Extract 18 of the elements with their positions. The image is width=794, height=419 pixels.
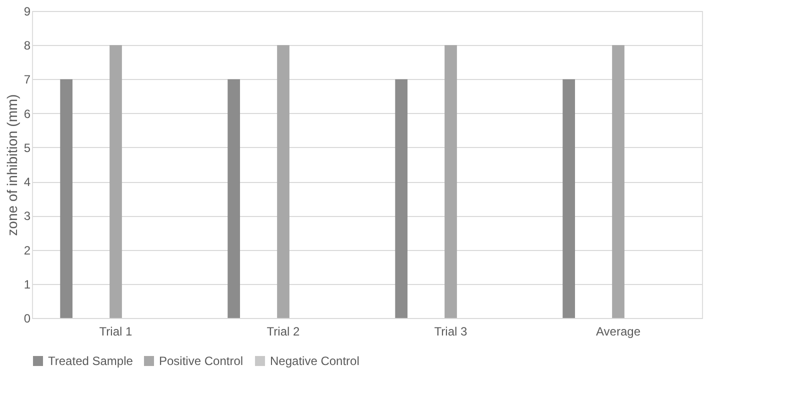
- legend-label: Treated Sample: [48, 354, 134, 368]
- legend-label: Positive Control: [159, 354, 244, 368]
- y-tick-label: 9: [24, 4, 31, 18]
- y-tick-label: 4: [24, 175, 31, 190]
- y-tick-label: 5: [24, 140, 31, 155]
- legend-label: Negative Control: [270, 354, 360, 368]
- y-tick-label: 1: [24, 277, 31, 292]
- y-tick-label: 8: [24, 38, 31, 53]
- x-tick-label: Trial 1: [99, 324, 133, 338]
- y-tick-label: 3: [24, 209, 31, 224]
- y-tick-label: 6: [24, 106, 31, 121]
- y-tick-label: 0: [24, 312, 31, 326]
- x-tick-label: Trial 3: [434, 324, 468, 338]
- y-tick-label: 7: [24, 72, 31, 87]
- y-tick-label: 2: [24, 243, 31, 258]
- x-tick-label: Average: [596, 324, 641, 338]
- x-tick-label: Trial 2: [266, 324, 300, 338]
- y-axis-title: zone of inhibition (mm): [4, 94, 20, 236]
